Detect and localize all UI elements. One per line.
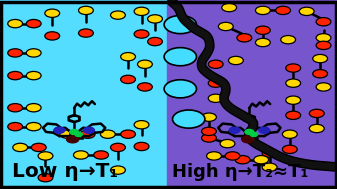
Circle shape [259,127,270,133]
Circle shape [208,60,223,68]
Circle shape [173,110,205,128]
Circle shape [316,83,331,91]
Circle shape [38,174,53,182]
Circle shape [254,156,269,164]
Circle shape [299,7,314,15]
Text: High η→T₂≈T₁: High η→T₂≈T₁ [172,163,308,181]
Circle shape [208,94,223,102]
Circle shape [13,143,28,152]
Circle shape [31,143,46,152]
Circle shape [316,34,331,42]
Circle shape [255,38,270,47]
Circle shape [121,75,135,84]
Bar [0,0,170,189]
Circle shape [73,151,88,159]
Circle shape [222,3,237,12]
Circle shape [84,127,94,133]
Circle shape [207,152,221,160]
Circle shape [70,129,79,134]
Circle shape [8,104,23,112]
Circle shape [38,152,53,160]
Circle shape [245,129,254,134]
Circle shape [225,152,240,160]
Circle shape [316,41,331,50]
Circle shape [164,48,196,66]
Circle shape [262,149,277,157]
Circle shape [286,64,301,72]
Circle shape [79,29,93,37]
Circle shape [228,56,243,65]
Circle shape [8,122,23,131]
Circle shape [309,109,324,118]
Circle shape [250,132,257,136]
Circle shape [75,132,82,136]
Bar [167,0,337,189]
Circle shape [100,130,115,138]
Circle shape [229,127,240,133]
Circle shape [276,6,290,15]
Circle shape [137,83,152,91]
Circle shape [313,70,328,78]
Circle shape [134,121,149,129]
Circle shape [313,54,328,63]
Circle shape [26,122,41,131]
Circle shape [164,15,196,34]
Circle shape [208,79,223,87]
Circle shape [220,139,235,148]
Circle shape [8,19,23,28]
Circle shape [26,71,41,80]
Circle shape [282,145,297,153]
Circle shape [286,96,301,104]
Circle shape [255,26,270,34]
Circle shape [111,166,125,174]
Circle shape [8,71,23,80]
Circle shape [8,49,23,57]
Circle shape [286,79,301,87]
Text: Low η→T₁: Low η→T₁ [12,162,118,181]
Circle shape [202,127,216,136]
Circle shape [148,37,162,46]
Circle shape [286,111,301,119]
Circle shape [255,6,270,15]
Circle shape [148,15,162,23]
Circle shape [282,130,297,138]
Circle shape [80,130,95,138]
Circle shape [26,49,41,57]
Circle shape [237,34,252,42]
Circle shape [79,6,93,15]
Circle shape [111,11,125,19]
Circle shape [137,60,152,68]
Circle shape [242,136,254,143]
Circle shape [309,124,324,133]
Circle shape [218,22,233,31]
Circle shape [134,30,149,38]
Circle shape [111,143,125,152]
Circle shape [262,163,277,171]
Circle shape [54,127,65,133]
Circle shape [202,134,216,142]
Circle shape [235,156,250,164]
Circle shape [67,136,79,143]
Circle shape [121,130,135,138]
Circle shape [45,9,60,17]
Circle shape [134,7,149,15]
Circle shape [94,151,109,159]
Circle shape [164,80,196,98]
Circle shape [202,113,216,121]
Circle shape [121,53,135,61]
Circle shape [60,130,75,138]
Circle shape [26,19,41,28]
Circle shape [134,142,149,151]
Circle shape [316,18,331,26]
Circle shape [26,104,41,112]
Circle shape [281,36,296,44]
Circle shape [45,32,60,40]
